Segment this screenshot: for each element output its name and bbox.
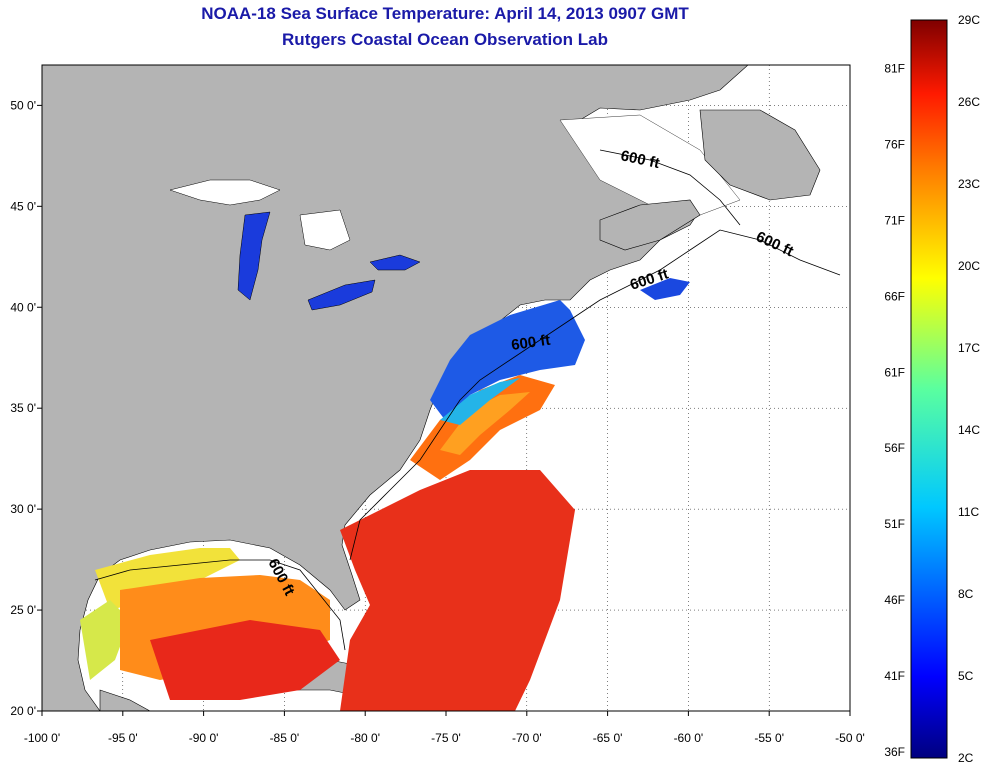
- lon-tick-label: -60 0': [674, 731, 704, 745]
- colorbar-celsius-label: 23C: [958, 177, 980, 191]
- lon-tick-label: -95 0': [108, 731, 138, 745]
- sst-gulf-of-maine: [640, 278, 690, 300]
- colorbar-fahrenheit-label: 61F: [884, 365, 905, 379]
- colorbar-celsius-label: 14C: [958, 423, 980, 437]
- colorbar-labels: 29C 26C 23C 20C 17C 14C 11C 8C 5C 2C 81F 76F 71F 66F 6…: [884, 13, 980, 765]
- contour-label-600ft: 600 ft: [510, 332, 551, 354]
- sst-gulf-south: [150, 620, 340, 700]
- contour-line-atlantic: [349, 229, 841, 561]
- latitude-axis: 20 0' 25 0' 30 0' 35 0' 40 0' 45 0' 50 0': [10, 98, 42, 718]
- lake-superior: [169, 179, 281, 206]
- lon-tick-label: -65 0': [593, 731, 623, 745]
- lon-tick-label: -85 0': [270, 731, 300, 745]
- sst-atlantic-south: [340, 470, 575, 711]
- sst-shelf-cyan: [440, 378, 520, 425]
- st-lawrence-cloud: [559, 114, 741, 216]
- contour-600ft: [94, 149, 841, 651]
- lake-erie: [307, 279, 376, 311]
- map-subtitle: Rutgers Coastal Ocean Observation Lab: [282, 30, 608, 49]
- land-nova-scotia: [599, 199, 701, 251]
- lake-huron: [299, 209, 351, 251]
- colorbar-fahrenheit-label: 76F: [884, 138, 905, 152]
- sst-data: [80, 278, 690, 711]
- lat-tick-label: 40 0': [10, 300, 36, 314]
- lat-tick-label: 25 0': [10, 603, 36, 617]
- colorbar-celsius-label: 20C: [958, 259, 980, 273]
- contour-line-gulf: [94, 559, 346, 651]
- lon-tick-label: -80 0': [350, 731, 380, 745]
- lat-tick-label: 30 0': [10, 502, 36, 516]
- colorbar-fahrenheit-label: 81F: [884, 62, 905, 76]
- land-newfoundland: [699, 109, 821, 201]
- sst-gulf-stream-core: [440, 392, 530, 455]
- sst-shelf-cold: [430, 300, 585, 420]
- colorbar-fahrenheit-label: 66F: [884, 289, 905, 303]
- colorbar-fahrenheit-label: 36F: [884, 745, 905, 759]
- colorbar-fahrenheit-label: 51F: [884, 517, 905, 531]
- lat-tick-label: 20 0': [10, 704, 36, 718]
- lon-tick-label: -100 0': [24, 731, 60, 745]
- colorbar-celsius-label: 8C: [958, 587, 974, 601]
- colorbar-fahrenheit-label: 46F: [884, 593, 905, 607]
- lat-tick-label: 50 0': [10, 98, 36, 112]
- colorbar-celsius-label: 26C: [958, 95, 980, 109]
- colorbar-celsius-label: 5C: [958, 669, 974, 683]
- lat-tick-label: 45 0': [10, 199, 36, 213]
- lake-michigan: [237, 211, 271, 301]
- colorbar-celsius-label: 17C: [958, 341, 980, 355]
- lon-tick-label: -75 0': [431, 731, 461, 745]
- colorbar-celsius-label: 11C: [958, 505, 979, 519]
- lon-tick-label: -55 0': [754, 731, 784, 745]
- lon-tick-label: -90 0': [189, 731, 219, 745]
- sst-gulf-west: [80, 600, 130, 680]
- land-yucatan: [99, 689, 151, 711]
- lon-tick-label: -50 0': [835, 731, 865, 745]
- colorbar-fahrenheit-label: 41F: [884, 669, 905, 683]
- map-title: NOAA-18 Sea Surface Temperature: April 1…: [201, 4, 689, 23]
- map-layers: [42, 65, 850, 711]
- lake-ontario: [369, 254, 421, 271]
- colorbar-celsius-label: 2C: [958, 751, 974, 765]
- lat-tick-label: 35 0': [10, 401, 36, 415]
- colorbar-fahrenheit-label: 71F: [884, 213, 905, 227]
- colorbar-celsius-label: 29C: [958, 13, 980, 27]
- colorbar: [910, 19, 948, 759]
- colorbar-fahrenheit-label: 56F: [884, 441, 905, 455]
- contour-line-north: [599, 149, 741, 226]
- lon-tick-label: -70 0': [512, 731, 542, 745]
- longitude-axis: -100 0' -95 0' -90 0' -85 0' -80 0' -75 0' -70…: [24, 711, 865, 745]
